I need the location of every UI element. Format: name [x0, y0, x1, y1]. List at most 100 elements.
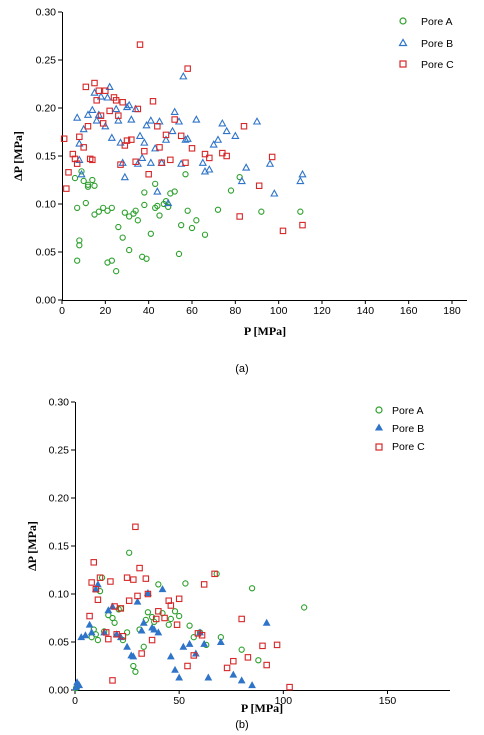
panel-a: 0 20 40 60 80 100 120 140 160 180 0.00 0.05 0.10 0.1…	[11, 7, 467, 375]
data-point-pore-c	[117, 605, 125, 612]
legend-triangle-marker	[374, 423, 384, 431]
data-point-pore-c	[112, 97, 120, 104]
x-tick-label: 50	[173, 695, 185, 707]
data-point-pore-c	[134, 592, 141, 600]
data-point-pore-b	[77, 169, 86, 178]
panel-a-legend: Pore A Pore B Pore C	[398, 16, 454, 71]
panel-a-x-ticks: 0 20 40 60 80 100 120 140 160 180	[59, 300, 461, 317]
x-tick-label: 120	[313, 305, 331, 317]
data-point-pore-c	[117, 161, 124, 168]
data-point-pore-a	[184, 207, 191, 214]
data-point-pore-a	[126, 246, 133, 254]
data-point-pore-b	[222, 126, 231, 135]
data-point-pore-a	[152, 180, 159, 187]
panel-b-x-ticks: 0 50 100 150	[72, 690, 396, 707]
data-point-pore-b	[153, 187, 162, 195]
data-point-pore-c	[60, 135, 68, 142]
data-point-pore-c	[148, 636, 156, 644]
data-point-pore-c	[206, 154, 213, 162]
data-point-pore-a	[147, 230, 154, 237]
data-point-pore-b	[298, 169, 307, 178]
x-tick-label: 160	[400, 305, 418, 317]
data-point-pore-b	[161, 135, 171, 143]
data-point-pore-a	[108, 257, 115, 264]
data-point-pore-c	[162, 131, 170, 139]
data-point-pore-c	[119, 632, 127, 640]
data-point-pore-c	[93, 97, 100, 104]
y-tick-label: 0.10	[36, 199, 57, 211]
x-tick-label: 40	[143, 305, 155, 317]
data-point-pore-c	[90, 559, 98, 566]
data-point-pore-c	[149, 98, 157, 105]
data-point-pore-c	[211, 570, 218, 578]
data-point-pore-a	[301, 604, 308, 611]
x-tick-label: 180	[443, 305, 461, 317]
data-point-pore-a	[258, 208, 265, 215]
panel-a-legend-pore-c: Pore C	[399, 59, 454, 71]
panel-b-legend-pore-b: Pore B	[374, 423, 424, 435]
data-point-pore-a	[143, 255, 150, 262]
data-point-pore-b	[105, 82, 114, 90]
x-tick-label: 0	[72, 695, 78, 707]
data-point-pore-b	[146, 158, 155, 166]
data-point-pore-a	[94, 636, 102, 644]
panel-b: 0 50 100 150 0.00 0.05 0.10 0.15 0.20 0.25 0.30 P…	[25, 397, 450, 731]
data-point-pore-a	[182, 580, 189, 587]
data-point-pore-b	[142, 120, 151, 129]
data-point-pore-b	[107, 133, 116, 141]
panel-b-ylabel: ΔP [MPa]	[25, 521, 39, 571]
data-point-pore-a	[130, 662, 137, 670]
legend-label: Pore A	[421, 16, 453, 28]
data-point-pore-c	[89, 156, 96, 164]
data-point-pore-a	[84, 181, 92, 188]
data-point-pore-c	[240, 122, 248, 130]
data-point-pore-c	[142, 575, 150, 582]
data-point-pore-a	[236, 173, 243, 181]
data-point-pore-c	[153, 615, 160, 623]
data-point-pore-c	[156, 144, 163, 151]
data-point-pore-a	[74, 204, 81, 211]
data-point-pore-c	[106, 107, 113, 115]
data-point-pore-a	[115, 223, 122, 231]
data-point-pore-c	[171, 116, 178, 123]
data-point-pore-c	[167, 602, 175, 609]
data-point-pore-a	[213, 570, 220, 577]
y-tick-label: 0.15	[36, 151, 57, 163]
data-point-pore-b	[205, 165, 214, 173]
panel-b-y-ticks: 0.00 0.05 0.10 0.15 0.20 0.25 0.30	[49, 397, 75, 697]
legend-triangle-marker	[398, 38, 408, 47]
data-point-pore-c	[182, 159, 189, 166]
panel-a-legend-pore-b: Pore B	[398, 38, 453, 50]
data-point-pore-b	[133, 597, 142, 605]
legend-label: Pore A	[392, 405, 424, 417]
data-point-pore-c	[132, 158, 139, 166]
x-tick-label: 20	[99, 305, 111, 317]
legend-label: Pore B	[392, 423, 424, 435]
panel-b-legend-pore-c: Pore C	[375, 441, 425, 453]
data-point-pore-c	[105, 635, 112, 643]
data-point-pore-b	[140, 138, 149, 146]
data-point-pore-c	[155, 608, 162, 615]
data-point-pore-c	[263, 661, 270, 669]
y-tick-label: 0.25	[49, 445, 70, 457]
data-point-pore-a	[126, 213, 133, 220]
data-point-pore-b	[92, 116, 101, 124]
data-point-pore-a	[104, 207, 111, 214]
y-tick-label: 0.00	[36, 295, 57, 307]
data-point-pore-a	[123, 629, 131, 636]
y-tick-label: 0.05	[49, 637, 70, 649]
data-point-pore-a	[100, 204, 107, 211]
data-point-pore-c	[91, 79, 98, 87]
data-point-pore-b	[96, 92, 106, 100]
data-point-pore-a	[255, 657, 262, 664]
data-point-pore-c	[141, 147, 148, 155]
data-point-pore-a	[119, 234, 126, 241]
data-point-pore-c	[76, 133, 83, 141]
panel-b-xlabel: P [MPa]	[241, 701, 283, 715]
y-tick-label: 0.20	[36, 103, 57, 115]
data-point-pore-c	[223, 664, 231, 672]
data-point-pore-b	[248, 681, 256, 689]
data-point-pore-c	[123, 137, 131, 144]
data-point-pore-a	[154, 202, 161, 210]
